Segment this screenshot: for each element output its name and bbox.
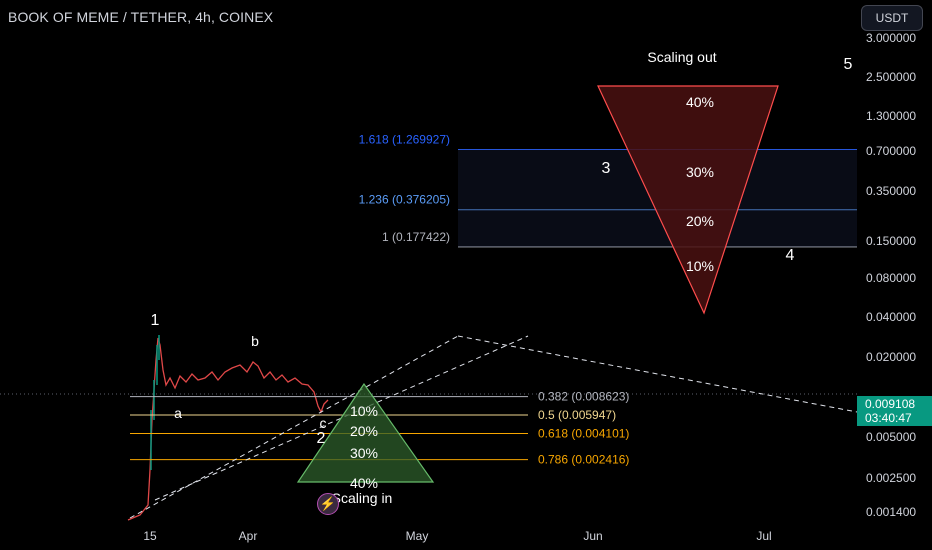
y-tick-label: 0.040000 — [866, 310, 916, 324]
x-tick-label: 15 — [143, 529, 157, 543]
chart-title: BOOK OF MEME / TETHER, 4h, COINEX — [8, 9, 274, 25]
scaling-out-level: 10% — [686, 258, 714, 274]
y-tick-label: 0.002500 — [866, 471, 916, 485]
scaling-in-title: Scaling in — [332, 490, 393, 506]
wave-label: 2 — [317, 430, 326, 447]
y-tick-label: 0.350000 — [866, 184, 916, 198]
scaling-in-level: 30% — [350, 445, 378, 461]
fib-level-label: 1.236 (0.376205) — [359, 193, 450, 207]
x-tick-label: Jul — [756, 529, 771, 543]
scaling-out-level: 40% — [686, 94, 714, 110]
wave-label: a — [174, 405, 182, 421]
scaling-out-title: Scaling out — [647, 49, 716, 65]
fib-level-label: 1 (0.177422) — [382, 230, 450, 244]
wave-label: 1 — [151, 312, 160, 329]
drawings: Scaling out40%30%20%10%10%20%30%40%Scali… — [129, 49, 858, 519]
wave-label: 4 — [786, 247, 795, 264]
price-series — [127, 335, 329, 521]
trend-line — [129, 335, 459, 519]
trend-line — [154, 335, 529, 501]
y-tick-label: 0.020000 — [866, 350, 916, 364]
flash-icon[interactable]: ⚡ — [317, 493, 339, 515]
wave-label: 5 — [844, 56, 853, 73]
scaling-out-triangle — [597, 85, 779, 315]
x-tick-label: Apr — [239, 529, 258, 543]
price-line — [127, 337, 329, 521]
scaling-in-triangle — [296, 382, 435, 483]
y-tick-label: 0.080000 — [866, 271, 916, 285]
price-axis: 3.000000 2.500000 1.300000 0.700000 0.350000… — [866, 31, 916, 519]
y-tick-label: 2.500000 — [866, 70, 916, 84]
y-tick-label: 0.001400 — [866, 505, 916, 519]
wave-label: 3 — [602, 160, 611, 177]
last-price-value: 0.009108 — [865, 397, 916, 411]
fib-level-label: 0.786 (0.002416) — [538, 453, 629, 467]
wave-label: b — [251, 333, 259, 349]
y-tick-label: 1.300000 — [866, 109, 916, 123]
fibonacci-levels: 1.618 (1.269927) 1.236 (0.376205) 1 (0.177… — [130, 132, 857, 467]
currency-selector[interactable]: USDT — [861, 5, 923, 31]
y-tick-label: 0.150000 — [866, 234, 916, 248]
y-tick-label: 0.005000 — [866, 430, 916, 444]
x-tick-label: Jun — [583, 529, 602, 543]
fib-level-label: 0.382 (0.008623) — [538, 390, 629, 404]
scaling-in-level: 20% — [350, 423, 378, 439]
fib-level-label: 1.618 (1.269927) — [359, 132, 450, 146]
scaling-in-level: 10% — [350, 403, 378, 419]
fib-level-label: 0.618 (0.004101) — [538, 426, 629, 440]
y-tick-label: 3.000000 — [866, 31, 916, 45]
fib-level-label: 0.5 (0.005947) — [538, 408, 616, 422]
scaling-out-level: 30% — [686, 164, 714, 180]
bar-countdown: 03:40:47 — [865, 411, 912, 425]
time-axis: 15 Apr May Jun Jul — [143, 529, 771, 543]
scaling-out-level: 20% — [686, 213, 714, 229]
wave-label: c — [320, 415, 327, 431]
scaling-in-level: 40% — [350, 475, 378, 491]
y-tick-label: 0.700000 — [866, 144, 916, 158]
x-tick-label: May — [406, 529, 429, 543]
trend-line — [457, 335, 858, 413]
last-price-tag: 0.009108 03:40:47 — [857, 396, 932, 426]
